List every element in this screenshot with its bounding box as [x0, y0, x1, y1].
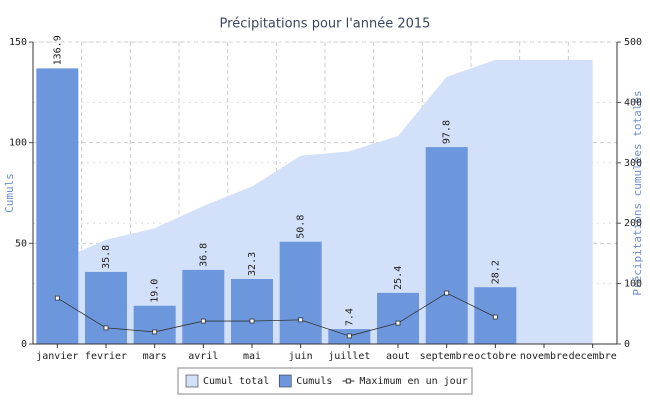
x-tick-label: fevrier [85, 351, 127, 362]
x-tick-label: octobre [474, 351, 516, 362]
bar [36, 68, 79, 344]
bar [377, 292, 419, 344]
legend-swatch [278, 374, 292, 388]
line-marker [346, 333, 352, 339]
line [57, 292, 496, 337]
y2-tick-label: 300 [624, 158, 642, 169]
x-tick-label: mars [143, 351, 167, 362]
x-tick-label: juin [289, 351, 313, 362]
bar-value-label: 97.8 [442, 120, 453, 144]
x-tick-label: novembre [520, 351, 568, 362]
legend-swatch [185, 374, 199, 388]
y2-tick-label: 500 [624, 37, 642, 48]
x-tick-label: janvier [36, 351, 78, 362]
y-tick-label: 100 [9, 138, 27, 149]
x-tick-label: mai [243, 351, 261, 362]
legend-swatch-marker [345, 378, 351, 384]
bar [279, 241, 322, 344]
bar-value-label: 7.4 [344, 308, 355, 326]
x-tick-label: decembre [569, 351, 617, 362]
line-marker [492, 314, 498, 320]
bar [231, 278, 273, 344]
y-tick-label: 50 [15, 238, 27, 249]
line-marker [54, 295, 60, 301]
line-marker [103, 325, 109, 331]
x-tick-label: avril [188, 351, 218, 362]
bar-value-label: 28.2 [490, 260, 501, 284]
x-tick-label: septembre [420, 351, 474, 362]
legend-label: Maximum en un jour [359, 376, 467, 387]
bar [425, 147, 468, 344]
line-marker [298, 317, 304, 323]
bar-value-label: 19.0 [150, 279, 161, 303]
line-marker [444, 290, 450, 296]
y2-tick-label: 100 [624, 279, 642, 290]
line-marker [249, 318, 255, 324]
y2-axis-label: Précipitations cumulées totales [631, 90, 644, 295]
line-marker [395, 320, 401, 326]
legend-label: Cumuls [296, 376, 332, 387]
bar [182, 269, 225, 344]
bar-value-label: 25.4 [393, 266, 404, 290]
y2-tick-label: 200 [624, 218, 642, 229]
x-tick-label: aout [386, 351, 410, 362]
y-tick-label: 0 [21, 339, 27, 350]
bar [85, 271, 127, 344]
x-tick-label: juillet [328, 351, 370, 362]
legend-label: Cumul total [203, 376, 269, 387]
bar-value-label: 32.3 [247, 252, 258, 276]
y2-tick-label: 400 [624, 97, 642, 108]
legend-box [177, 367, 473, 395]
chart-title: Précipitations pour l'année 2015 [220, 17, 431, 32]
bar-value-label: 35.8 [101, 245, 112, 269]
bar-value-label: 50.8 [296, 215, 307, 239]
line-marker [152, 329, 158, 335]
y2-tick-label: 0 [624, 339, 630, 350]
bar-value-label: 136.9 [52, 35, 63, 65]
y-axis-label: Cumuls [3, 173, 16, 213]
line-marker [200, 318, 206, 324]
bar [133, 305, 176, 344]
bar-value-label: 36.8 [198, 243, 209, 267]
y-tick-label: 150 [9, 37, 27, 48]
